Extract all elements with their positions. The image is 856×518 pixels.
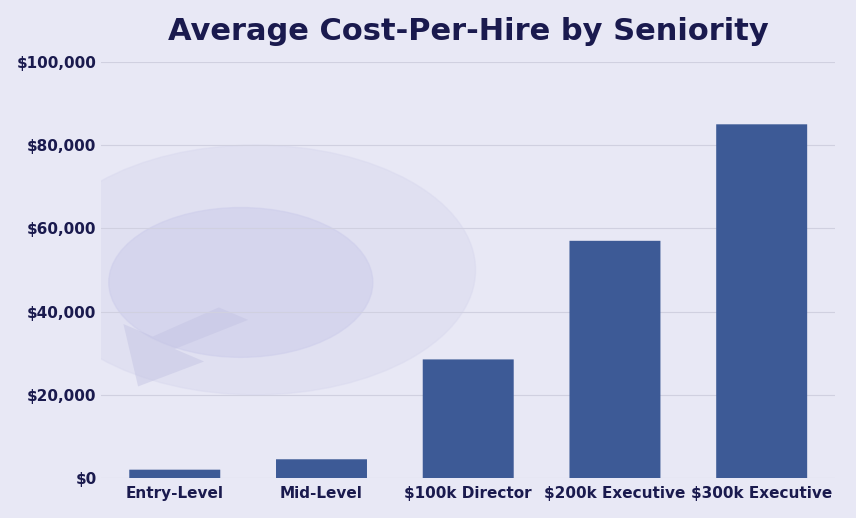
FancyBboxPatch shape: [423, 359, 514, 478]
FancyBboxPatch shape: [716, 124, 807, 478]
FancyBboxPatch shape: [569, 241, 661, 478]
FancyBboxPatch shape: [129, 470, 220, 478]
Circle shape: [35, 145, 476, 395]
Title: Average Cost-Per-Hire by Seniority: Average Cost-Per-Hire by Seniority: [168, 17, 769, 46]
Polygon shape: [123, 307, 248, 386]
FancyBboxPatch shape: [276, 459, 367, 478]
Circle shape: [109, 208, 373, 357]
